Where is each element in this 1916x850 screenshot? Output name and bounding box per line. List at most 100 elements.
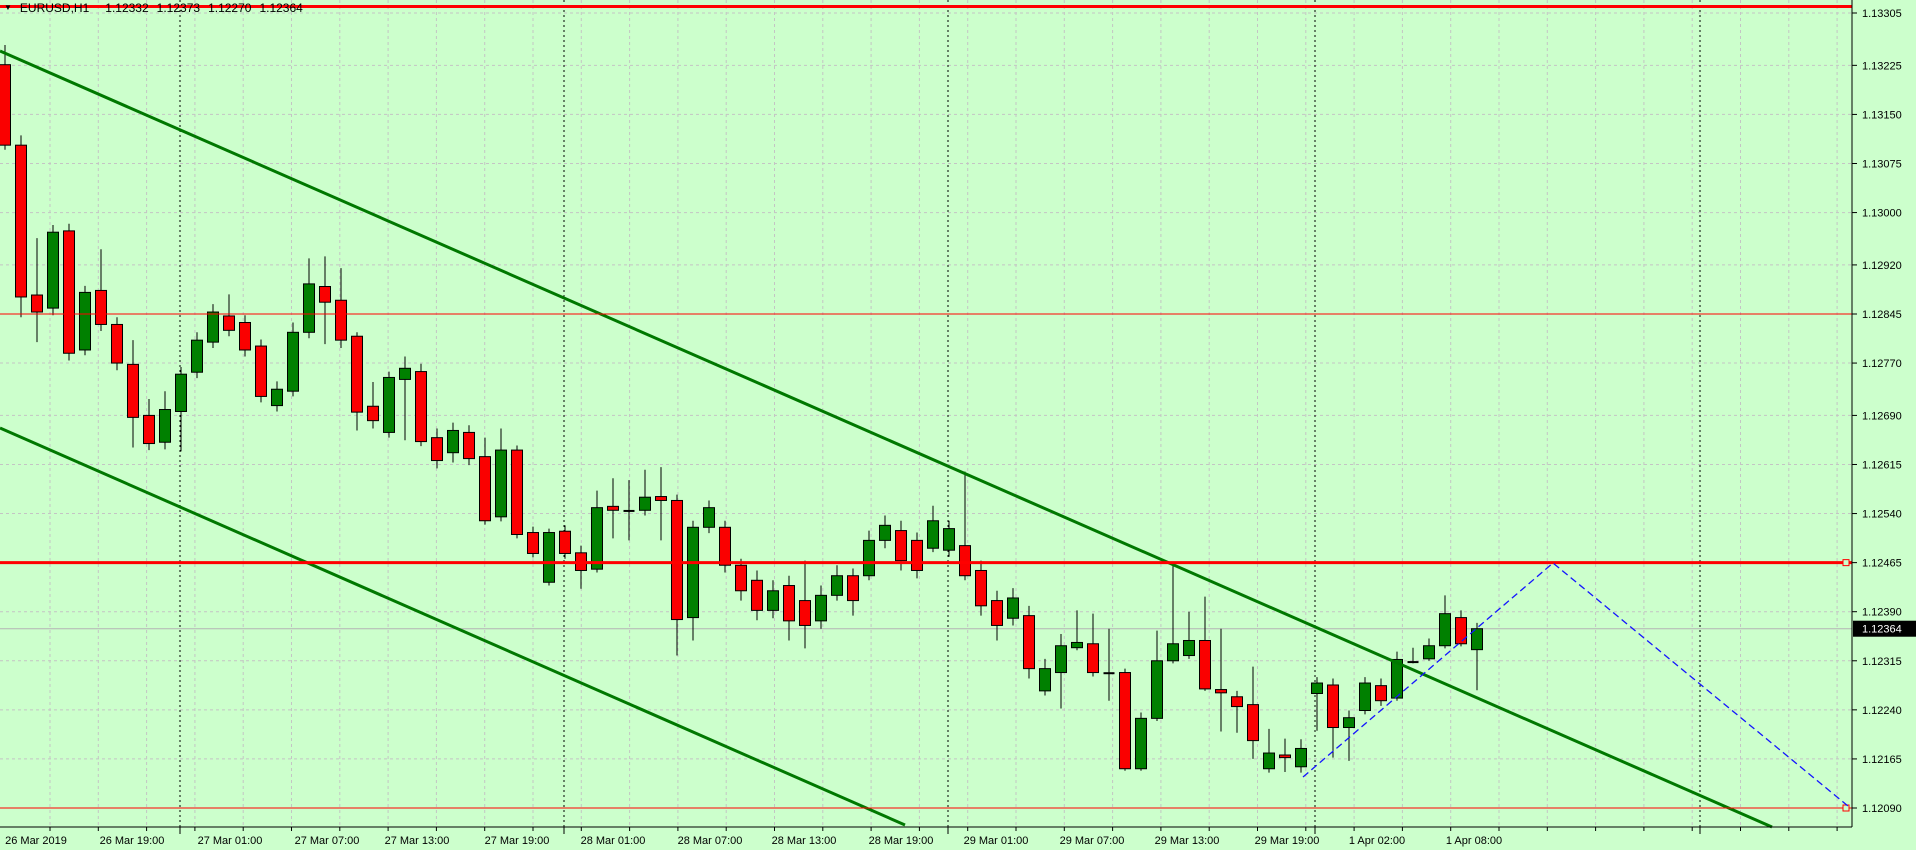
bear-candle (975, 569, 987, 607)
bear-candle (1215, 689, 1227, 694)
bull-candle (383, 376, 395, 433)
price-axis-label: 1.13000 (1862, 208, 1902, 220)
line-drag-handle[interactable] (1842, 804, 1850, 812)
bull-candle (943, 528, 955, 551)
time-axis-label: 27 Mar 13:00 (385, 835, 450, 847)
bull-candle (1391, 658, 1403, 699)
time-axis-label: 29 Mar 13:00 (1155, 835, 1220, 847)
price-axis-label: 1.12690 (1862, 410, 1902, 422)
bear-candle (239, 321, 251, 351)
bull-candle (703, 507, 715, 528)
bull-candle (159, 409, 171, 443)
bear-candle (607, 505, 619, 511)
bull-candle (815, 594, 827, 622)
bull-candle (863, 539, 875, 577)
ohlc-close: 1.12364 (259, 1, 303, 15)
bear-candle (463, 431, 475, 460)
ohlc-open: 1.12332 (105, 1, 149, 15)
line-drag-handle[interactable] (1842, 559, 1850, 567)
price-axis-label: 1.12615 (1862, 459, 1902, 471)
bear-candle (959, 545, 971, 577)
bull-candle (639, 496, 651, 511)
time-axis-label: 26 Mar 19:00 (100, 835, 165, 847)
bear-candle (319, 286, 331, 303)
current-price-tag-label: 1.12364 (1862, 624, 1902, 636)
bear-candle (95, 289, 107, 325)
bear-candle (719, 526, 731, 566)
bull-candle (543, 532, 555, 583)
price-axis-label: 1.13305 (1862, 8, 1902, 20)
bull-candle (767, 590, 779, 611)
collapse-icon[interactable]: ▼ (4, 3, 12, 12)
time-axis-label: 26 Mar 2019 (5, 835, 67, 847)
bull-candle (1295, 747, 1307, 768)
bull-candle (1071, 641, 1083, 649)
bear-candle (783, 585, 795, 622)
time-axis-label: 27 Mar 07:00 (295, 835, 360, 847)
projection-trendline[interactable] (1302, 562, 1849, 807)
bull-candle (1007, 597, 1019, 619)
bull-candle (1359, 682, 1371, 712)
price-axis-label: 1.12920 (1862, 260, 1902, 272)
bull-candle (1151, 660, 1163, 719)
price-axis-label: 1.12540 (1862, 509, 1902, 521)
bear-candle (415, 371, 427, 443)
bull-candle (191, 339, 203, 373)
bull-candle (591, 507, 603, 570)
bear-candle (1375, 685, 1387, 702)
chart-title: ▼ EURUSD,H1 1.12332 1.12373 1.12270 1.12… (4, 1, 305, 15)
bear-candle (31, 294, 43, 313)
bull-candle (1423, 645, 1435, 660)
channel-trendline[interactable] (0, 426, 906, 827)
channel-trendline[interactable] (0, 49, 1773, 829)
bull-candle (879, 524, 891, 541)
bull-candle (1439, 613, 1451, 647)
bull-candle (495, 449, 507, 518)
bear-candle (127, 363, 139, 418)
price-axis-label: 1.12240 (1862, 705, 1902, 717)
bear-candle (895, 530, 907, 562)
bear-candle (143, 414, 155, 445)
bear-candle (255, 345, 267, 397)
symbol-timeframe-label: EURUSD,H1 (19, 1, 90, 15)
bear-candle (367, 405, 379, 422)
bear-candle (1247, 704, 1259, 742)
bull-candle (287, 331, 299, 392)
bear-candle (847, 575, 859, 602)
bull-candle (1135, 717, 1147, 770)
bear-candle (911, 539, 923, 571)
time-axis-label: 28 Mar 19:00 (869, 835, 934, 847)
price-axis-label: 1.12845 (1862, 309, 1902, 321)
bull-candle (207, 311, 219, 343)
bear-candle (15, 144, 27, 298)
bull-candle (927, 520, 939, 549)
time-axis-label: 1 Apr 02:00 (1349, 835, 1405, 847)
bear-candle (511, 449, 523, 535)
bull-candle (1471, 628, 1483, 651)
price-axis-label: 1.12390 (1862, 607, 1902, 619)
bear-candle (1199, 639, 1211, 690)
bear-candle (63, 230, 75, 354)
time-axis-label: 29 Mar 07:00 (1060, 835, 1125, 847)
time-axis-label: 28 Mar 01:00 (581, 835, 646, 847)
time-axis-label: 27 Mar 19:00 (485, 835, 550, 847)
bear-candle (111, 323, 123, 364)
bull-candle (687, 526, 699, 619)
bull-candle (1167, 643, 1179, 662)
bear-candle (479, 456, 491, 522)
bear-candle (351, 335, 363, 413)
bull-candle (1343, 717, 1355, 729)
bull-candle (47, 231, 59, 309)
price-axis-label: 1.13150 (1862, 109, 1902, 121)
bear-candle (1279, 754, 1291, 759)
bull-candle (1039, 668, 1051, 692)
ohlc-high: 1.12373 (156, 1, 201, 15)
bull-candle (303, 283, 315, 333)
bear-candle (431, 437, 443, 462)
bull-candle (175, 373, 187, 412)
bull-candle (1263, 752, 1275, 770)
bull-candle (447, 429, 459, 454)
bear-candle (1327, 684, 1339, 729)
price-axis-label: 1.12090 (1862, 803, 1902, 815)
